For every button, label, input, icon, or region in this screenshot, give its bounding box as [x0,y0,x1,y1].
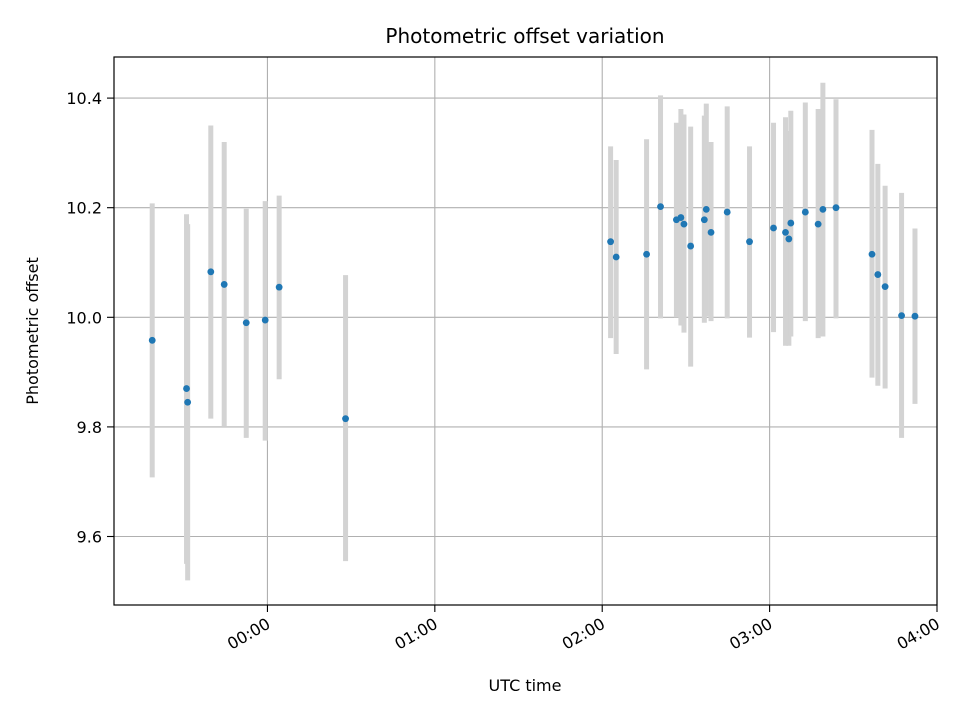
data-point [184,398,192,406]
data-point [148,336,156,344]
plot-frame [113,56,938,606]
data-point [881,283,889,291]
plot-area [113,56,938,606]
data-point [643,250,650,258]
data-point [707,228,715,236]
data-point [607,238,614,246]
y-tick-label: 9.6 [77,528,102,547]
y-tick-label: 10.0 [66,308,102,327]
data-point [911,312,919,320]
y-axis-label: Photometric offset [23,257,42,405]
data-point [261,316,269,324]
y-tick-label: 10.4 [66,89,102,108]
data-point [680,220,688,228]
data-point [746,238,753,246]
data-point [657,203,664,211]
data-point [687,242,695,250]
data-point [819,205,827,213]
data-point [787,219,795,227]
data-point [868,250,876,258]
data-point [677,214,685,221]
data-point [770,224,777,232]
data-point [242,319,250,327]
y-tick-label: 10.2 [66,199,102,218]
data-point [782,228,789,236]
plot-background [114,57,937,605]
data-point [275,283,283,291]
data-point [700,216,708,224]
data-points [148,203,919,423]
data-point [785,235,793,243]
x-axis-label: UTC time [489,676,562,695]
data-point [814,220,822,228]
data-point [832,204,840,212]
chart-title: Photometric offset variation [385,24,664,48]
data-point [207,268,215,276]
data-point [342,415,349,423]
data-point [220,281,228,288]
data-point [898,312,905,320]
y-axis: 9.6 9.8 10.0 10.2 10.4 [66,89,114,547]
data-point [723,208,731,216]
data-point [183,385,190,392]
data-point [612,253,620,261]
data-point [801,208,809,216]
data-point [702,205,710,213]
y-tick-label: 9.8 [77,418,102,437]
data-point [874,271,882,278]
grid [114,57,938,605]
